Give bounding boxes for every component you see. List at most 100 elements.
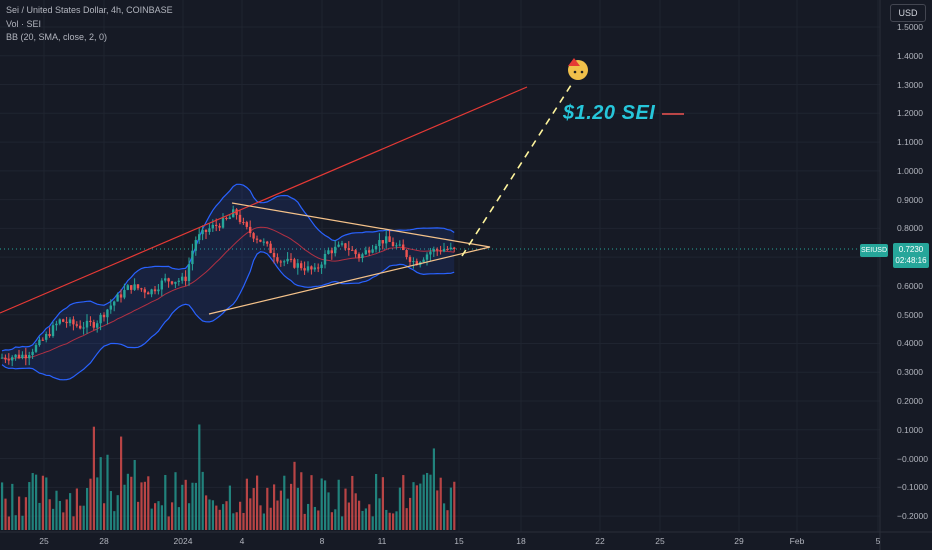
price-tick-label: 1.0000 [897, 165, 923, 176]
candle-body [279, 261, 282, 263]
target-annotation[interactable]: $1.20 SEI [563, 102, 656, 124]
candle-body [4, 357, 7, 360]
volume-bar [99, 457, 102, 530]
candle-body [337, 244, 340, 247]
volume-bar [35, 474, 38, 530]
candle-body [164, 278, 167, 281]
bb-legend[interactable]: BB (20, SMA, close, 2, 0) [6, 32, 108, 42]
candle-body [276, 257, 279, 262]
rising-trendline [0, 86, 528, 314]
symbol-legend[interactable]: Sei / United States Dollar, 4h, COINBASE [6, 5, 173, 15]
candle-body [266, 241, 269, 244]
volume-bar [347, 502, 350, 530]
candle-body [368, 250, 371, 253]
candle-body [28, 355, 31, 359]
volume-legend[interactable]: Vol · SEI [6, 19, 42, 29]
currency-button[interactable]: USD [890, 4, 926, 22]
candle-body [269, 243, 272, 253]
candle-body [391, 241, 395, 247]
volume-bar [283, 475, 286, 530]
candle-body [7, 359, 10, 361]
price-tick-label: 0.3000 [897, 367, 923, 378]
candle-body [204, 229, 208, 232]
volume-bar [351, 475, 354, 530]
volume-bar [45, 477, 48, 530]
time-tick-label: 29 [734, 536, 744, 546]
candle-body [344, 243, 347, 249]
candle-body [157, 289, 160, 292]
candle-body [439, 250, 442, 252]
candle-body [415, 261, 418, 266]
price-tick-label: 0.4000 [897, 338, 923, 349]
candle-body [51, 325, 55, 337]
time-tick-label: 18 [516, 536, 526, 546]
price-tick-label: 1.5000 [897, 22, 923, 32]
candle-body [327, 250, 330, 254]
candle-body [442, 249, 446, 252]
volume-bar [395, 511, 398, 530]
candle-body [187, 264, 191, 282]
time-tick-label: 22 [595, 536, 605, 546]
volume-bar [52, 508, 55, 530]
candle-body [255, 238, 259, 240]
candle-body [150, 289, 153, 295]
volume-bar [296, 487, 299, 530]
volume-bar [62, 512, 65, 530]
candle-body [323, 253, 327, 265]
candle-body [79, 325, 82, 329]
bb-fill [2, 184, 455, 380]
time-tick-label: Feb [789, 536, 805, 546]
volume-bar [290, 483, 293, 530]
candle-body [364, 250, 367, 255]
candle-body [55, 323, 58, 326]
candle-body [446, 249, 449, 251]
candle-body [116, 294, 119, 302]
candle-body [211, 224, 214, 229]
volume-bar [443, 503, 446, 530]
candle-body [198, 234, 201, 241]
volume-bar [130, 476, 133, 530]
candle-body [106, 309, 109, 318]
volume-bar [198, 424, 201, 530]
volume-bar [344, 488, 347, 530]
volume-bar [341, 516, 344, 530]
volume-bar [392, 513, 395, 530]
volume-bar [354, 493, 357, 530]
volume-bar [300, 472, 303, 530]
volume-bar [92, 426, 95, 530]
candle-body [398, 244, 401, 246]
volume-bar [177, 507, 180, 530]
candle-body [113, 301, 116, 306]
volume-bar [245, 478, 248, 530]
candle-body [96, 323, 99, 328]
candle-body [272, 252, 276, 258]
candle-body [82, 327, 85, 329]
candle-body [381, 240, 384, 244]
volume-bar [69, 493, 72, 530]
volume-bar [256, 475, 259, 530]
volume-bar [449, 487, 452, 530]
volume-bar [75, 488, 78, 530]
volume-bar [415, 485, 418, 530]
candle-body [24, 354, 27, 359]
volume-bar [303, 513, 306, 530]
volume-bar [28, 482, 31, 530]
candle-body [191, 250, 194, 265]
candle-body [249, 226, 252, 234]
volume-bar [402, 475, 405, 530]
time-scale[interactable] [0, 532, 880, 550]
candle-body [402, 244, 405, 251]
candle-body [330, 250, 333, 254]
drawings [0, 58, 684, 315]
candle-body [92, 322, 95, 328]
price-tick-label: −0.0000 [897, 453, 928, 464]
candle-body [126, 285, 129, 290]
candle-body [89, 320, 92, 323]
price-tick-label: 0.8000 [897, 223, 923, 234]
volume-bar [72, 516, 75, 530]
candle-body [262, 241, 265, 243]
candle-body [408, 257, 412, 262]
volume-bar [239, 501, 242, 530]
volume-bar [385, 509, 388, 530]
